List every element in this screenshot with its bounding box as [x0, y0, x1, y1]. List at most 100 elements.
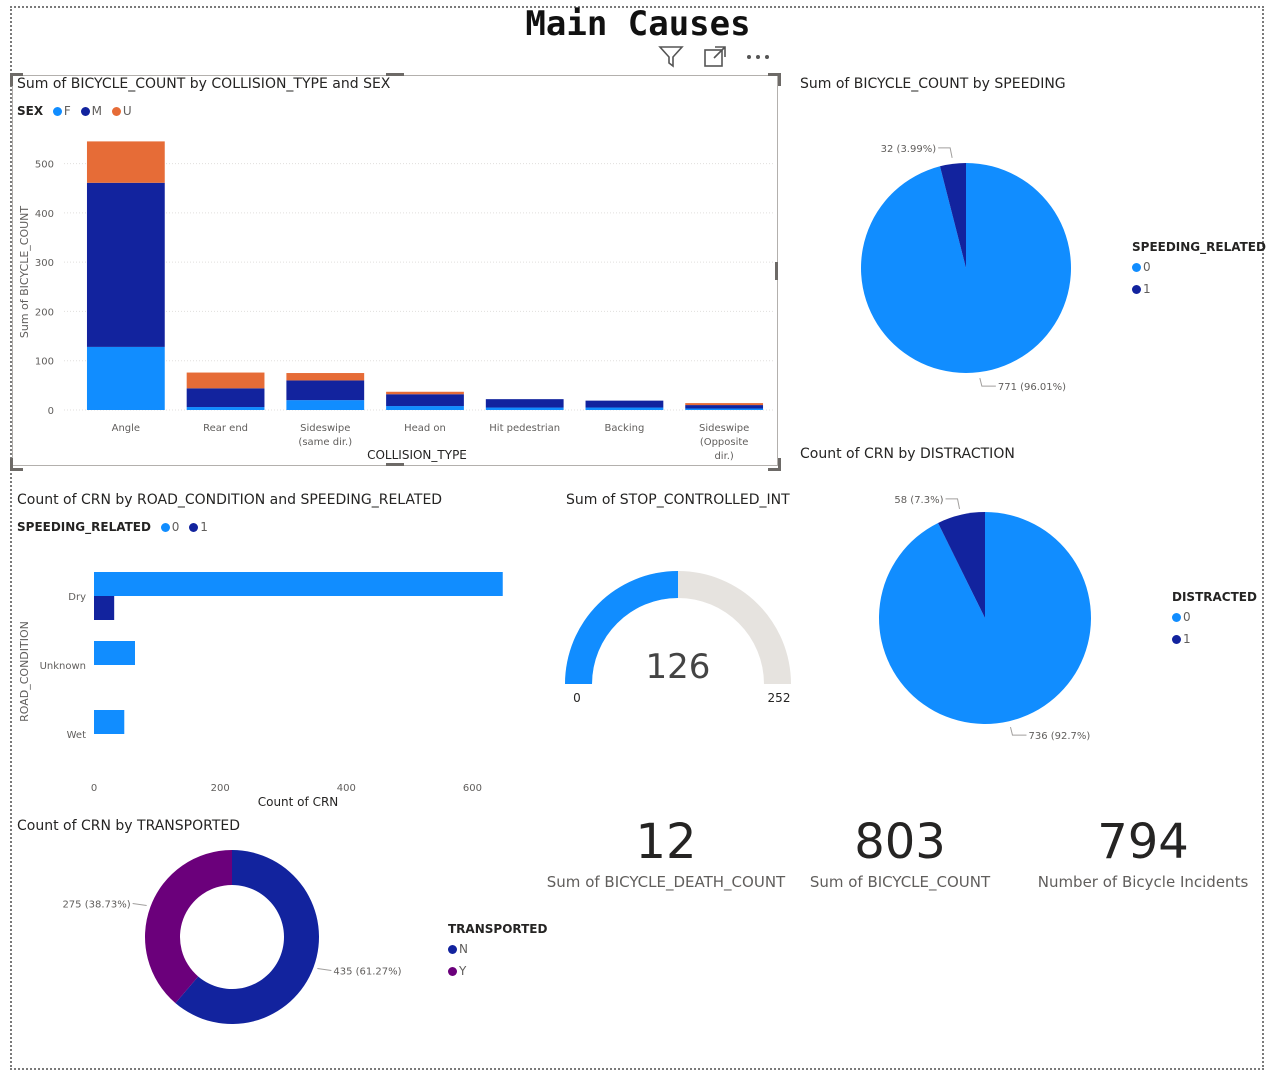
y-tick-label: 0 [48, 406, 54, 417]
bar-segment [485, 407, 564, 410]
bar-segment [286, 373, 365, 381]
legend-title: TRANSPORTED [448, 922, 548, 936]
pie-chart-distraction: 736 (92.7%) 58 (7.3%) [879, 495, 1091, 742]
legend-item[interactable]: 1 [1183, 632, 1191, 646]
resize-handle[interactable] [10, 458, 23, 471]
legend-item[interactable]: Y [459, 964, 467, 978]
gauge-value: 126 [646, 647, 711, 687]
data-label: 275 (38.73%) [62, 899, 130, 910]
bar-segment [286, 380, 365, 401]
bar-segment [386, 391, 464, 395]
legend-item[interactable]: 1 [200, 520, 208, 534]
legend-item[interactable]: M [91, 104, 103, 118]
legend-dot [111, 107, 121, 116]
gauge-min-label: 0 [573, 691, 581, 705]
bar-segment [386, 406, 464, 410]
pie-slice [175, 850, 319, 1024]
legend-title: DISTRACTED [1172, 590, 1257, 604]
chart-legend: SPEEDING_RELATED 0 1 [17, 520, 208, 534]
legend-item[interactable]: N [459, 942, 468, 956]
data-label: 32 (3.99%) [881, 144, 937, 155]
bar-segment [86, 346, 165, 410]
gauge-fill [565, 571, 678, 684]
legend-title: SPEEDING_RELATED [1132, 240, 1266, 254]
legend-title: SEX [17, 104, 44, 118]
leader-line [1009, 726, 1027, 736]
resize-handle[interactable] [10, 73, 23, 86]
x-tick-label: Backing [605, 423, 645, 434]
legend-item[interactable]: 0 [1143, 260, 1151, 274]
x-tick-label: Sideswipe [300, 423, 350, 434]
clustered-bar-chart: Dry Unknown Wet 0 200 400 600 Count of CRN ROAD_… [18, 572, 503, 809]
chart-legend: DISTRACTED 0 1 [1172, 590, 1257, 654]
x-tick-label: 0 [91, 783, 97, 794]
resize-handle[interactable] [386, 73, 404, 76]
gauge-max-label: 252 [768, 691, 791, 705]
bar-segment [585, 407, 664, 410]
chart-legend: SEX F M U [17, 104, 132, 118]
visual-header-toolbar [656, 44, 776, 70]
bar-segment [685, 405, 764, 409]
y-tick-label: 400 [35, 209, 54, 220]
y-tick-label: 200 [35, 307, 54, 318]
data-label: 771 (96.01%) [998, 382, 1066, 393]
bar-segment [86, 141, 165, 183]
legend-item[interactable]: F [63, 104, 71, 118]
resize-handle[interactable] [386, 463, 404, 466]
legend-item[interactable]: 0 [1183, 610, 1191, 624]
card-value: 794 [1097, 814, 1189, 870]
legend-item[interactable]: 1 [1143, 282, 1151, 296]
x-tick-label: Sideswipe [699, 423, 749, 434]
y-tick-label: 500 [35, 160, 54, 171]
card-value: 12 [635, 814, 697, 870]
pie-chart-speeding: 771 (96.01%) 32 (3.99%) [861, 144, 1071, 393]
x-tick-label: (same dir.) [298, 437, 352, 448]
bar-segment [86, 182, 165, 347]
x-tick-label: (Opposite [700, 437, 749, 448]
report-canvas [10, 6, 1264, 1070]
legend-dot [1132, 263, 1141, 272]
resize-handle[interactable] [768, 458, 781, 471]
x-tick-label: 400 [337, 783, 356, 794]
leader-line [317, 968, 332, 972]
leader-line [979, 378, 996, 387]
donut-chart-transported: 435 (61.27%) 275 (38.73%) [62, 850, 402, 1024]
y-tick-label: Unknown [40, 661, 86, 672]
bar [94, 710, 125, 734]
legend-item[interactable]: 0 [171, 520, 180, 534]
resize-handle[interactable] [775, 262, 778, 280]
legend-title: SPEEDING_RELATED [17, 520, 151, 534]
chart-legend: TRANSPORTED N Y [448, 922, 547, 986]
leader-line [938, 147, 953, 158]
chart-title: Count of CRN by DISTRACTION [800, 446, 1015, 462]
bar-segment [186, 372, 265, 389]
leader-line [132, 902, 147, 906]
filter-icon[interactable] [658, 44, 684, 70]
gauge-chart: 126 0 252 [565, 571, 791, 705]
chart-title: Sum of BICYCLE_COUNT by COLLISION_TYPE a… [17, 76, 391, 92]
legend-dot [448, 967, 457, 976]
x-tick-label: Head on [404, 423, 446, 434]
y-tick-label: 300 [35, 258, 54, 269]
x-tick-label: Angle [112, 423, 140, 434]
x-tick-label: 600 [463, 783, 482, 794]
resize-handle[interactable] [768, 73, 781, 86]
legend-dot [1172, 613, 1181, 622]
data-label: 736 (92.7%) [1028, 731, 1090, 742]
legend-dot [189, 523, 199, 532]
x-tick-label: dir.) [714, 451, 733, 462]
chart-legend: SPEEDING_RELATED 0 1 [1132, 240, 1266, 304]
legend-dot [1132, 285, 1141, 294]
bar [94, 641, 135, 665]
y-tick-label: Dry [68, 592, 86, 603]
y-tick-label: Wet [67, 730, 86, 741]
y-axis-title: ROAD_CONDITION [18, 621, 31, 722]
pie-slice [145, 850, 232, 1004]
bar-segment [186, 388, 265, 408]
bar-segment [685, 403, 764, 406]
legend-item[interactable]: U [122, 104, 132, 118]
more-options-icon[interactable] [744, 44, 772, 70]
focus-mode-icon[interactable] [702, 44, 728, 70]
bar-segment [286, 400, 365, 410]
bar-segment [685, 408, 764, 410]
